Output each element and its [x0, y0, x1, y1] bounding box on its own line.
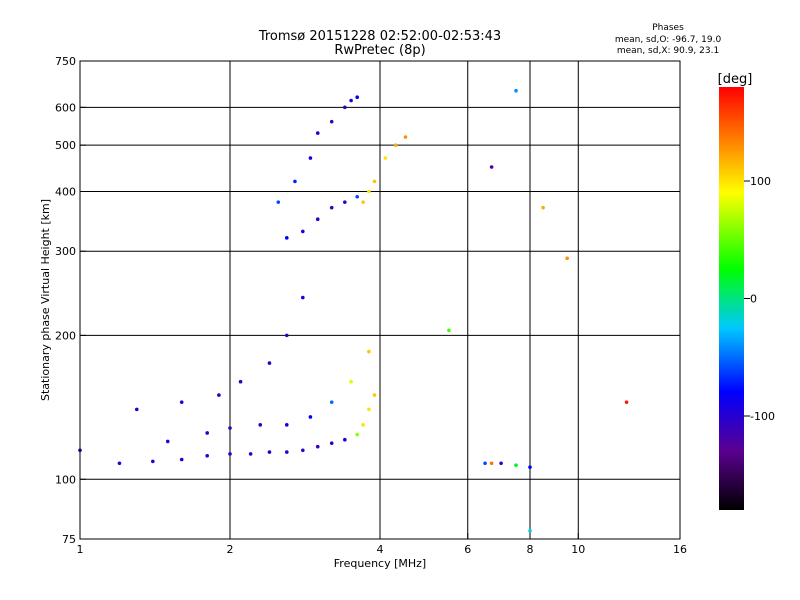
x-tick-label: 1 — [77, 543, 84, 556]
data-point — [349, 98, 353, 103]
data-point — [361, 423, 365, 427]
y-tick-label: 400 — [55, 185, 76, 198]
data-point — [349, 379, 353, 384]
data-point — [315, 131, 320, 135]
y-tick-label: 500 — [55, 139, 76, 152]
data-point — [343, 105, 347, 110]
data-point — [372, 179, 377, 184]
data-point — [205, 453, 209, 458]
x-axis-label: Frequency [MHz] — [334, 557, 426, 570]
stats-o-mode: mean, sd,O: -96.7, 19.0 — [615, 35, 722, 45]
data-point — [179, 400, 184, 404]
colorbar-tick-label: 100 — [750, 175, 771, 188]
data-point — [514, 463, 518, 468]
data-point — [267, 361, 272, 365]
data-point — [355, 432, 359, 437]
x-tick-label: 16 — [673, 543, 687, 556]
data-point — [134, 407, 139, 412]
data-point — [367, 189, 371, 194]
data-point — [284, 450, 289, 454]
x-tick-label: 10 — [571, 543, 585, 556]
data-point — [315, 444, 320, 449]
data-point — [151, 459, 155, 464]
plot-area: 1 2 4 6 8 10 16 75 100 200 300 400 500 600 750 — [55, 55, 687, 556]
data-point — [489, 165, 494, 169]
y-tick-label: 100 — [55, 473, 76, 486]
data-point — [483, 461, 487, 466]
data-point — [217, 393, 221, 397]
stats-x-mode: mean, sd,X: 90.9, 23.1 — [617, 46, 719, 56]
y-tick-label: 200 — [55, 329, 76, 342]
x-tick-label: 6 — [464, 543, 471, 556]
data-point — [205, 431, 209, 435]
data-point — [165, 439, 170, 444]
colorbar: [deg] -100 0 100 — [718, 72, 775, 510]
data-point — [117, 461, 122, 466]
data-point — [367, 349, 371, 354]
stats-heading: Phases — [652, 23, 684, 33]
y-tick-label: 750 — [55, 55, 76, 68]
data-point — [361, 200, 365, 204]
data-point — [276, 200, 281, 204]
y-tick-label: 600 — [55, 101, 76, 114]
data-point — [329, 205, 334, 210]
data-point — [329, 119, 334, 124]
data-point — [284, 236, 289, 240]
colorbar-tick-label: 0 — [750, 293, 757, 306]
grid-lines — [80, 61, 680, 539]
data-point — [267, 450, 272, 454]
data-point — [258, 423, 263, 427]
data-point — [624, 400, 629, 404]
data-point — [301, 229, 305, 234]
data-point — [372, 393, 377, 397]
data-point — [355, 95, 359, 99]
colorbar-tick-label: -100 — [750, 410, 775, 423]
data-point — [329, 441, 334, 445]
x-tick-label: 4 — [377, 543, 384, 556]
data-point — [284, 423, 289, 427]
data-point — [293, 179, 297, 184]
data-point — [528, 529, 532, 533]
data-point — [355, 194, 359, 199]
data-point — [393, 143, 398, 147]
data-point — [499, 461, 503, 466]
colorbar-label: [deg] — [718, 72, 753, 87]
data-point — [301, 295, 305, 300]
data-point — [565, 256, 569, 261]
data-point — [367, 407, 371, 412]
data-point — [308, 156, 313, 160]
data-point — [403, 135, 408, 139]
data-point — [248, 452, 253, 456]
data-point — [228, 452, 232, 456]
data-point — [541, 205, 545, 210]
chart-title: Tromsø 20151228 02:52:00-02:53:43 — [258, 29, 501, 44]
chart-subtitle: RwPretec (8p) — [334, 43, 425, 58]
data-point — [514, 88, 518, 93]
data-point — [179, 457, 184, 462]
data-point — [238, 379, 243, 384]
data-point — [329, 400, 334, 404]
data-point — [301, 448, 305, 453]
colorbar-gradient — [719, 87, 744, 510]
data-point — [528, 465, 532, 469]
x-tick-label: 2 — [227, 543, 234, 556]
y-tick-label: 300 — [55, 245, 76, 258]
data-point — [383, 156, 388, 160]
data-point — [489, 461, 494, 466]
data-point — [228, 426, 232, 430]
y-tick-label: 75 — [62, 533, 76, 546]
y-axis-label: Stationary phase Virtual Height [km] — [39, 199, 52, 401]
data-point — [447, 328, 451, 333]
data-point — [308, 415, 313, 419]
data-point — [343, 437, 347, 442]
x-tick-label: 8 — [527, 543, 534, 556]
axis-ticks: 1 2 4 6 8 10 16 75 100 200 300 400 500 600 750 — [55, 55, 687, 556]
data-points — [78, 88, 629, 533]
colorbar-ticks: -100 0 100 — [744, 175, 775, 423]
data-point — [343, 200, 347, 204]
data-point — [315, 217, 320, 222]
data-point — [284, 333, 289, 338]
